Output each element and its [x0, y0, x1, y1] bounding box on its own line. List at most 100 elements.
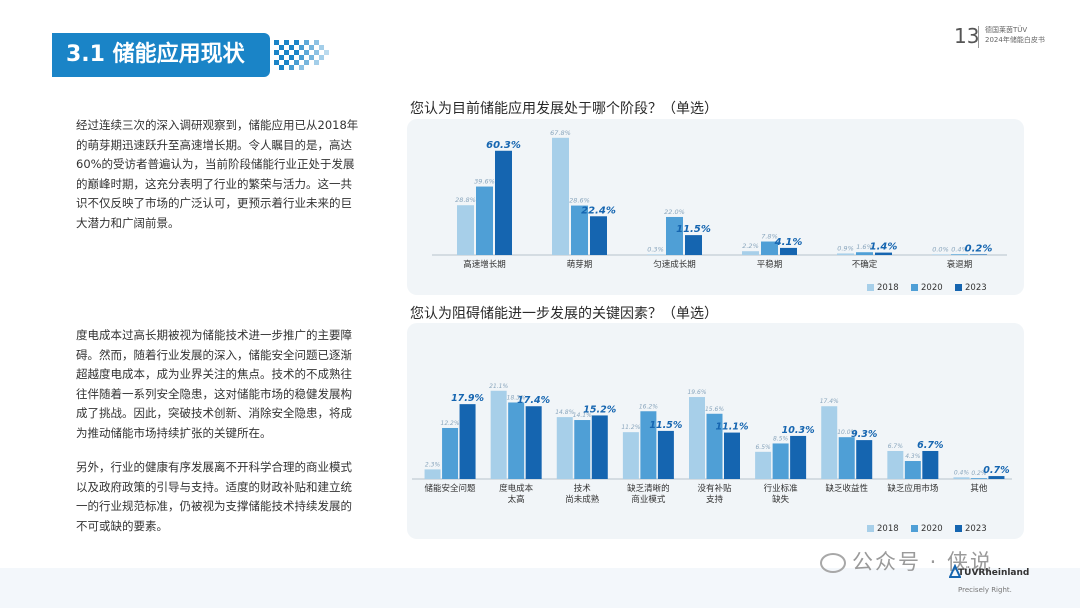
data-label-2018-6: 17.4% [820, 398, 839, 405]
bar-2020-3 [640, 411, 657, 479]
report-line-2: 2024年储能白皮书 [985, 36, 1045, 44]
data-label-2020-3: 16.2% [639, 403, 658, 410]
legend-label-2023: 2023 [965, 283, 987, 293]
data-label-2020-7: 4.3% [905, 453, 921, 460]
bar-2018-4 [837, 253, 854, 255]
bar-2023-2 [591, 415, 608, 479]
data-label-2018-0: 28.8% [455, 196, 476, 204]
data-label-2023-3: 11.5% [649, 420, 682, 431]
bar-2018-5 [755, 451, 772, 479]
bar-2018-7 [887, 450, 904, 479]
bar-2020-5 [772, 443, 789, 479]
data-label-2020-1: 18.3% [507, 394, 526, 401]
data-label-2023-2: 15.2% [583, 404, 616, 415]
category-label-1-0: 度电成本 [499, 483, 534, 494]
category-label-0-0: 储能安全问题 [425, 483, 477, 494]
legend-swatch-2018 [867, 525, 874, 532]
paragraph-development-stage: 经过连续三次的深入调研观察到，储能应用已从2018年的萌芽期迅速跃升至高速增长期… [76, 118, 359, 230]
bar-2018-1 [552, 137, 569, 255]
legend-label-2020: 2020 [921, 283, 943, 293]
page-number: 13 [954, 24, 980, 48]
watermark-text: 公众号 · 侠说 [852, 550, 994, 574]
data-label-2018-1: 67.8% [550, 129, 571, 137]
data-label-2018-2: 0.3% [647, 245, 664, 253]
data-label-2018-0: 2.3% [425, 461, 441, 468]
data-label-2020-6: 10.0% [837, 429, 856, 436]
category-label-2-0: 匀速成长期 [653, 259, 696, 270]
data-label-2020-2: 22.0% [664, 208, 685, 216]
legend-swatch-2023 [955, 525, 962, 532]
section-title-banner: 3.1 储能应用现状 [52, 33, 270, 77]
legend-label-2018: 2018 [877, 283, 899, 293]
bar-2020-6 [838, 437, 855, 479]
bar-2018-1 [490, 390, 507, 479]
data-label-2018-7: 6.7% [888, 443, 904, 450]
bar-2023-2 [685, 235, 702, 255]
category-label-6-0: 缺乏收益性 [825, 483, 868, 494]
report-label: 德国莱茵TÜV 2024年储能白皮书 [985, 25, 1045, 45]
chart-1-svg: 28.8% 39.6% 60.3% 高速增长期 67.8% 28.6%22.4% 萌芽期 0.… [432, 129, 1007, 293]
bar-2018-2 [647, 254, 664, 255]
bar-2020-4 [706, 413, 723, 479]
data-label-2023-2: 11.5% [676, 224, 711, 235]
category-label-5-1: 缺失 [772, 494, 790, 505]
data-label-2023-4: 11.1% [716, 422, 749, 433]
data-label-2023-1: 17.4% [517, 395, 550, 406]
bar-2023-3 [657, 430, 674, 479]
bar-2018-3 [742, 251, 759, 255]
bar-2020-5 [951, 254, 968, 255]
data-label-2020-5: 8.5% [773, 435, 789, 442]
data-label-2018-3: 11.2% [621, 424, 640, 431]
bar-2023-5 [970, 254, 987, 255]
data-label-2018-4: 19.6% [687, 389, 706, 396]
section-title: 3.1 储能应用现状 [66, 42, 245, 67]
chart-2-panel: 2.3% 12.2% 17.9% 储能安全问题 21.1% 18.3% 17.4% 度电成本太… [407, 323, 1024, 539]
data-label-2020-4: 1.6% [856, 243, 873, 251]
footer-band [0, 568, 1080, 608]
data-label-2018-2: 14.8% [555, 409, 574, 416]
bar-2018-0 [424, 469, 441, 479]
category-label-0-0: 高速增长期 [463, 259, 506, 270]
bar-2018-2 [556, 417, 573, 479]
bar-2020-0 [476, 186, 493, 255]
data-label-2018-4: 0.9% [837, 244, 854, 252]
category-label-8-0: 其他 [970, 483, 988, 494]
category-label-1-0: 萌芽期 [567, 259, 593, 270]
bar-2020-2 [574, 420, 591, 479]
category-label-3-0: 平稳期 [757, 259, 783, 270]
bar-2020-3 [761, 241, 778, 255]
bar-2020-1 [508, 402, 525, 479]
legend-swatch-2020 [911, 525, 918, 532]
data-label-2018-3: 2.2% [742, 242, 759, 250]
data-label-2023-6: 9.3% [851, 429, 877, 440]
data-label-2020-1: 28.6% [569, 197, 590, 205]
wechat-icon [820, 553, 846, 573]
data-label-2023-3: 4.1% [774, 237, 803, 248]
bar-2023-4 [724, 432, 740, 479]
bar-2023-7 [922, 450, 939, 479]
data-label-2023-1: 22.4% [581, 205, 616, 216]
bar-2018-3 [622, 432, 639, 479]
brand-slogan: Precisely Right. [958, 586, 1012, 594]
category-label-4-0: 没有补贴 [697, 483, 732, 494]
bar-2018-6 [821, 406, 838, 479]
category-label-5-0: 行业标准 [764, 483, 799, 494]
chart-1-panel: 28.8% 39.6% 60.3% 高速增长期 67.8% 28.6% 22.4% 萌芽期 0.… [407, 119, 1024, 295]
category-label-7-0: 缺乏应用市场 [887, 483, 938, 494]
data-label-2023-0: 60.3% [486, 140, 521, 151]
data-label-2018-5: 0.0% [932, 245, 949, 253]
bar-2018-4 [689, 397, 705, 479]
brand-name: TÜVRheinland [958, 568, 1030, 578]
data-label-2020-4: 15.6% [705, 406, 724, 413]
watermark: 公众号 · 侠说 [820, 546, 993, 576]
bar-2023-1 [525, 406, 542, 479]
bar-2020-8 [970, 478, 987, 479]
legend-label-2020: 2020 [921, 524, 943, 534]
category-label-5-0: 衰退期 [947, 259, 973, 270]
category-label-3-1: 商业模式 [631, 494, 666, 505]
data-label-2020-2: 14.1% [573, 412, 592, 419]
data-label-2020-3: 7.8% [761, 233, 778, 241]
category-label-4-0: 不确定 [852, 259, 878, 270]
bar-2023-5 [790, 435, 807, 479]
bar-2020-4 [856, 252, 873, 255]
